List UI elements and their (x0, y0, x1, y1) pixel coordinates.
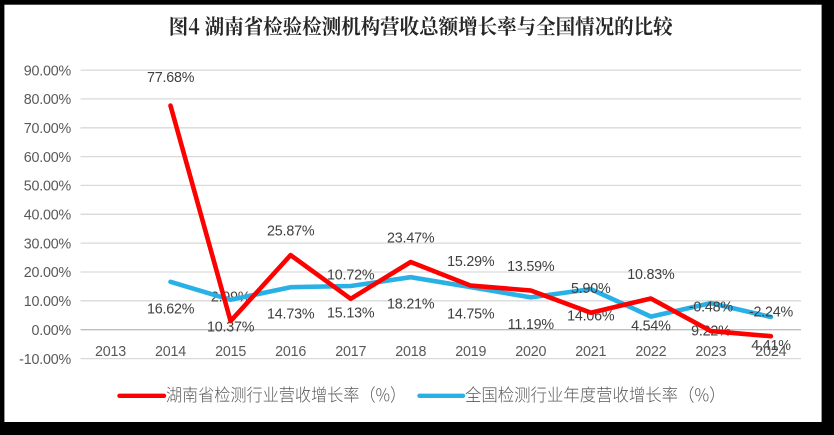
svg-text:60.00%: 60.00% (24, 150, 72, 166)
svg-text:80.00%: 80.00% (24, 92, 72, 108)
svg-text:2023: 2023 (695, 344, 726, 360)
svg-text:15.29%: 15.29% (447, 254, 495, 270)
svg-text:10.37%: 10.37% (207, 319, 255, 335)
svg-text:11.19%: 11.19% (508, 317, 555, 333)
svg-text:4.41%: 4.41% (751, 338, 791, 354)
svg-text:2016: 2016 (275, 344, 306, 360)
svg-text:18.21%: 18.21% (387, 297, 435, 313)
svg-text:2017: 2017 (335, 344, 366, 360)
svg-text:10.00%: 10.00% (24, 294, 72, 310)
svg-text:10.83%: 10.83% (627, 267, 675, 283)
svg-text:23.47%: 23.47% (387, 231, 435, 247)
svg-text:2015: 2015 (215, 344, 246, 360)
svg-text:14.73%: 14.73% (267, 307, 315, 323)
svg-text:2024: 2024 (755, 344, 786, 360)
svg-text:-10.00%: -10.00% (19, 352, 71, 368)
svg-text:-2.24%: -2.24% (749, 305, 794, 321)
svg-text:0.00%: 0.00% (31, 323, 71, 339)
svg-text:10.72%: 10.72% (327, 267, 375, 283)
svg-text:40.00%: 40.00% (24, 208, 72, 224)
svg-text:2018: 2018 (395, 344, 426, 360)
svg-text:16.62%: 16.62% (147, 301, 195, 317)
svg-text:2014: 2014 (155, 344, 186, 360)
svg-text:77.68%: 77.68% (147, 70, 195, 86)
svg-text:15.13%: 15.13% (327, 306, 375, 322)
svg-text:25.87%: 25.87% (267, 224, 315, 240)
svg-text:2021: 2021 (575, 344, 606, 360)
svg-text:-0.48%: -0.48% (689, 300, 734, 316)
svg-text:13.59%: 13.59% (507, 259, 555, 275)
svg-text:2019: 2019 (455, 344, 486, 360)
svg-text:2022: 2022 (635, 344, 666, 360)
svg-text:2013: 2013 (95, 344, 126, 360)
svg-text:70.00%: 70.00% (24, 121, 72, 137)
svg-text:30.00%: 30.00% (24, 236, 72, 252)
svg-text:14.06%: 14.06% (567, 309, 615, 325)
svg-text:50.00%: 50.00% (24, 179, 72, 195)
svg-text:90.00%: 90.00% (24, 63, 72, 79)
svg-text:20.00%: 20.00% (24, 265, 72, 281)
svg-text:5.90%: 5.90% (571, 281, 611, 297)
svg-text:4.54%: 4.54% (631, 318, 671, 334)
svg-text:2020: 2020 (515, 344, 546, 360)
svg-text:14.75%: 14.75% (447, 307, 495, 323)
